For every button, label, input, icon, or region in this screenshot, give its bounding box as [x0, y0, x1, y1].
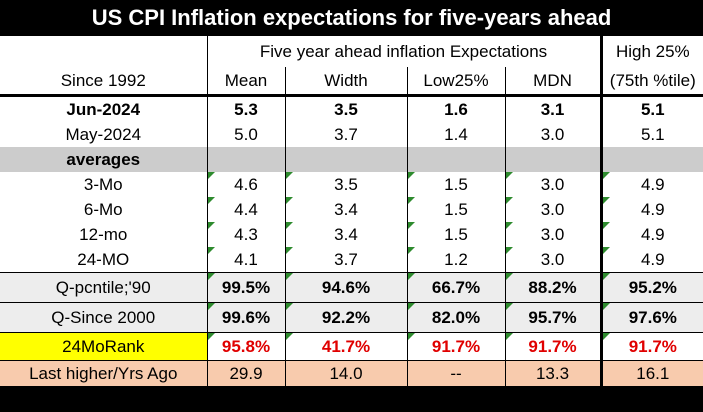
table-cell: 66.7% — [406, 272, 505, 303]
table-cell: 5.1 — [599, 97, 703, 122]
table-cell: 92.2% — [284, 302, 407, 333]
table-cell: 3.4 — [284, 222, 407, 247]
row-label-may: May-2024 — [0, 122, 207, 147]
table-cell: 5.0 — [206, 122, 285, 147]
header-low25: Low25% — [406, 67, 505, 94]
header-high-label-2: (75th %tile) — [599, 67, 703, 94]
table-cell: 3.0 — [504, 197, 602, 222]
table-cell: 94.6% — [284, 272, 407, 303]
table-cell: 16.1 — [599, 360, 703, 386]
row-label-qsince2000: Q-Since 2000 — [0, 302, 207, 333]
row-label-24morank: 24MoRank — [0, 332, 207, 361]
table-cell: 95.7% — [504, 302, 602, 333]
table-cell: 4.4 — [206, 197, 285, 222]
table-cell: 3.5 — [284, 172, 407, 197]
table-cell: 1.2 — [406, 247, 505, 273]
table-cell: 3.5 — [284, 97, 407, 122]
table-cell: 1.4 — [406, 122, 505, 147]
header-high-label-1: High 25% — [599, 36, 703, 67]
table-cell: 1.5 — [406, 197, 505, 222]
header-mdn: MDN — [504, 67, 602, 94]
table-cell: 13.3 — [504, 360, 602, 386]
table-cell: 5.1 — [599, 122, 703, 147]
row-label-jun: Jun-2024 — [0, 97, 207, 122]
table-cell: 88.2% — [504, 272, 602, 303]
table-cell: 29.9 — [206, 360, 285, 386]
table-cell: 4.9 — [599, 222, 703, 247]
table-cell: 3.4 — [284, 197, 407, 222]
header-width: Width — [284, 67, 407, 94]
table-cell: 3.0 — [504, 122, 602, 147]
table-cell: 95.2% — [599, 272, 703, 303]
header-group-label: Five year ahead inflation Expectations — [206, 36, 602, 67]
row-label-last-higher: Last higher/Yrs Ago — [0, 360, 207, 386]
row-label-3mo: 3-Mo — [0, 172, 207, 197]
table-cell: 4.3 — [206, 222, 285, 247]
table-cell: 82.0% — [406, 302, 505, 333]
table-cell: 91.7% — [504, 332, 602, 361]
table-cell: 91.7% — [599, 332, 703, 361]
table-cell: 4.9 — [599, 172, 703, 197]
table-cell: 3.7 — [284, 122, 407, 147]
table-cell: 5.3 — [206, 97, 285, 122]
table-cell: 3.0 — [504, 222, 602, 247]
table-cell: 95.8% — [206, 332, 285, 361]
table-cell: 4.6 — [206, 172, 285, 197]
header-mean: Mean — [206, 67, 285, 94]
table-cell: 1.6 — [406, 97, 505, 122]
table-cell: 1.5 — [406, 172, 505, 197]
table-cell: -- — [406, 360, 505, 386]
table-cell: 99.5% — [206, 272, 285, 303]
page-title: US CPI Inflation expectations for five-y… — [0, 0, 703, 36]
table-cell: 3.7 — [284, 247, 407, 273]
table-cell: 4.9 — [599, 197, 703, 222]
table-cell: 4.1 — [206, 247, 285, 273]
row-label-averages: averages — [0, 147, 207, 172]
row-label-12mo: 12-mo — [0, 222, 207, 247]
table-cell: 3.0 — [504, 172, 602, 197]
table-cell: 3.1 — [504, 97, 602, 122]
table-cell: 41.7% — [284, 332, 407, 361]
header-since-1992: Since 1992 — [0, 67, 207, 94]
row-label-6mo: 6-Mo — [0, 197, 207, 222]
table-cell: 3.0 — [504, 247, 602, 273]
table-cell: 91.7% — [406, 332, 505, 361]
table-cell: 99.6% — [206, 302, 285, 333]
data-table: Five year ahead inflation Expectations H… — [0, 36, 703, 386]
table-cell: 97.6% — [599, 302, 703, 333]
row-label-qpcntile: Q-pcntile;'90 — [0, 272, 207, 303]
table-cell: 1.5 — [406, 222, 505, 247]
table-cell: 14.0 — [284, 360, 407, 386]
table-cell: 4.9 — [599, 247, 703, 273]
header-blank — [0, 36, 207, 67]
row-label-24mo: 24-MO — [0, 247, 207, 273]
